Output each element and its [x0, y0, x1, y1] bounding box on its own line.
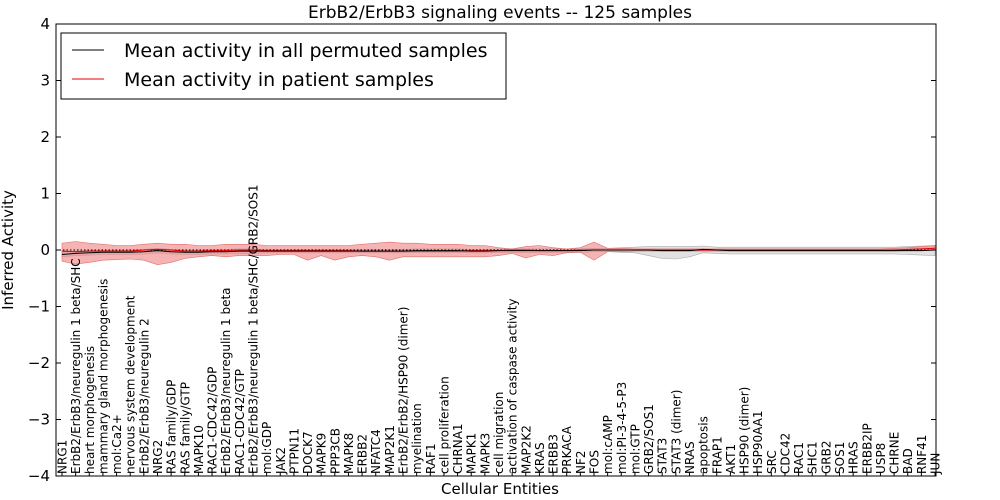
legend-patient-label: Mean activity in patient samples	[124, 69, 434, 91]
x-tick-label: MAPK3	[478, 433, 492, 474]
x-tick-label: NFATC4	[369, 429, 383, 474]
x-tick-label: mol:PI-3-4-5-P3	[615, 382, 629, 474]
y-ticks-layer: −4 −3 −2 −1 0 1 2 3 4	[28, 15, 936, 485]
x-tick-label: ERBB2	[356, 434, 370, 474]
x-tick-label: FRAP1	[710, 436, 724, 474]
x-tick-label: FOS	[588, 450, 602, 474]
y-tick-label: 2	[40, 128, 50, 146]
x-tick-label: HRAS	[847, 441, 861, 474]
x-tick-label: DOCK7	[301, 431, 315, 474]
x-tick-label: RAC1-CDC42/GTP	[233, 369, 247, 474]
x-tick-label: NRG1	[56, 440, 70, 474]
x-tick-label: RAS family/GTP	[178, 382, 192, 474]
x-tick-label: MAPK9	[315, 433, 329, 474]
x-tick-label: MAP2K1	[383, 425, 397, 474]
x-tick-label: NF2	[574, 450, 588, 474]
x-tick-label: nervous system development	[124, 295, 138, 474]
x-tick-label: GRB2	[819, 441, 833, 475]
x-tick-label: RAC1-CDC42/GDP	[206, 367, 220, 474]
legend-permuted-label: Mean activity in all permuted samples	[124, 40, 487, 62]
y-tick-label: 1	[40, 185, 50, 203]
y-tick-label: 3	[40, 72, 50, 90]
x-tick-label: RAF1	[424, 443, 438, 474]
x-tick-label: ErbB2/ErbB2/HSP90 (dimer)	[397, 307, 411, 474]
chart-title: ErbB2/ErbB3 signaling events -- 125 samp…	[308, 3, 692, 23]
x-tick-label: mol:GDP	[260, 422, 274, 474]
x-tick-label: cell migration	[492, 392, 506, 474]
y-tick-label: −3	[28, 411, 50, 429]
x-ticks-layer: NRG1 ErbB2/ErbB3/neuregulin 1 beta/SHC hea…	[56, 185, 943, 476]
x-tick-label: STAT3 (dimer)	[669, 390, 683, 474]
x-tick-label: SRC	[765, 450, 779, 474]
x-tick-label: GRB2/SOS1	[642, 404, 656, 474]
x-tick-label: mol:GTP	[628, 424, 642, 474]
x-tick-label: ErbB2/ErbB3/neuregulin 1 beta	[219, 287, 233, 474]
x-tick-label: PPP3CB	[328, 428, 342, 474]
x-tick-label: MAP2K2	[519, 425, 533, 474]
y-axis-label: Inferred Activity	[0, 190, 17, 310]
x-tick-label: JUN	[929, 453, 943, 475]
x-tick-label: RNF41	[915, 435, 929, 475]
x-tick-label: ErbB2/ErbB3/neuregulin 2	[137, 318, 151, 474]
x-tick-label: apoptosis	[697, 416, 711, 474]
x-tick-label: heart morphogenesis	[83, 346, 97, 474]
x-axis-label: Cellular Entities	[441, 480, 559, 498]
x-tick-label: ERBB2IP	[860, 423, 874, 474]
x-tick-label: ErbB2/ErbB3/neuregulin 1 beta/SHC/GRB2/S…	[247, 185, 261, 475]
x-tick-label: RAC1	[792, 442, 806, 474]
y-tick-label: 0	[40, 241, 50, 259]
x-tick-label: KRAS	[533, 442, 547, 474]
x-tick-label: ErbB2/ErbB3/neuregulin 1 beta/SHC	[69, 258, 83, 474]
x-tick-label: MAPK1	[465, 433, 479, 474]
x-tick-label: CHRNA1	[451, 423, 465, 474]
x-tick-label: mol:cAMP	[601, 415, 615, 474]
x-tick-label: HSP90 (dimer)	[738, 387, 752, 474]
x-tick-label: NRAS	[683, 441, 697, 474]
y-tick-label: −4	[28, 467, 50, 485]
x-tick-label: MAPK10	[192, 425, 206, 474]
x-tick-label: JAK2	[274, 447, 288, 475]
legend: Mean activity in all permuted samples Me…	[60, 32, 507, 100]
x-tick-label: BAD	[901, 448, 915, 474]
x-tick-label: NRG2	[151, 440, 165, 474]
x-tick-label: myelination	[410, 403, 424, 474]
x-tick-label: PTPN11	[287, 428, 301, 474]
x-tick-label: SOS1	[833, 442, 847, 474]
series-lines-layer	[61, 247, 936, 255]
x-tick-label: PRKACA	[560, 425, 574, 474]
x-tick-label: STAT3	[656, 438, 670, 474]
x-tick-label: activation of caspase activity	[506, 298, 520, 473]
x-tick-label: cell proliferation	[437, 376, 451, 474]
x-tick-label: HSP90AA1	[751, 410, 765, 474]
x-tick-label: CHRNE	[888, 432, 902, 474]
x-tick-label: mol:Ca2+	[110, 414, 124, 474]
x-tick-label: mammary gland morphogenesis	[96, 279, 110, 474]
x-tick-label: ERBB3	[547, 434, 561, 474]
x-tick-label: RAS family/GDP	[165, 380, 179, 474]
x-tick-label: AKT1	[724, 444, 738, 474]
x-tick-label: SHC1	[806, 441, 820, 474]
y-tick-label: 4	[40, 15, 50, 33]
y-tick-label: −1	[28, 298, 50, 316]
permuted-mean-line	[61, 248, 936, 255]
y-tick-label: −2	[28, 354, 50, 372]
legend-box	[60, 32, 507, 100]
x-tick-label: CDC42	[779, 433, 793, 474]
x-tick-label: MAPK8	[342, 433, 356, 474]
x-tick-label: USP8	[874, 443, 888, 474]
